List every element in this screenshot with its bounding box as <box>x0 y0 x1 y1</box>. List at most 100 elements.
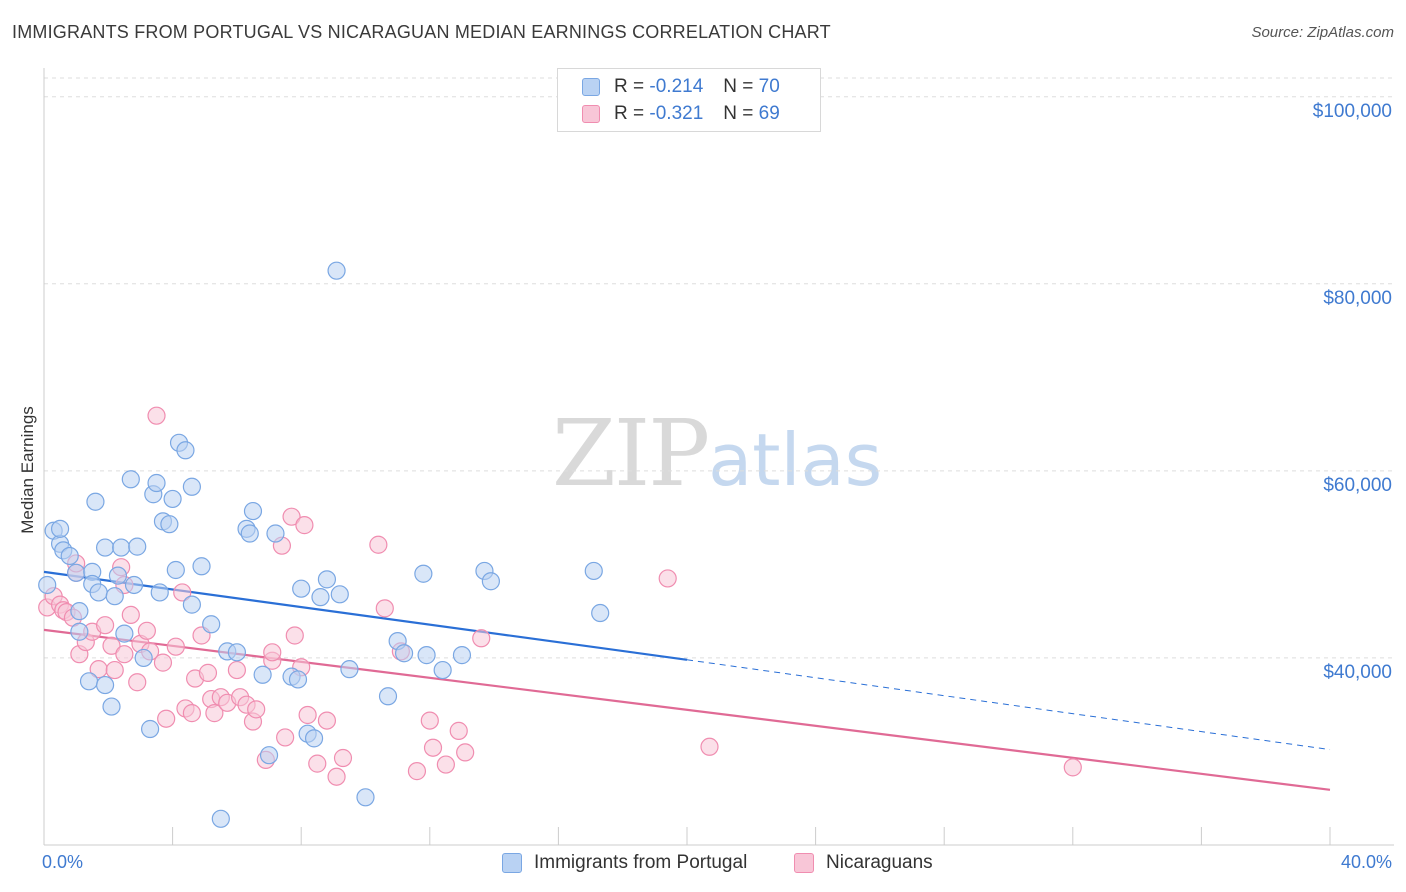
data-point-nicaraguans <box>198 663 218 682</box>
data-point-portugal <box>340 660 359 679</box>
data-point-nicaraguans <box>137 621 156 640</box>
legend-r-label: R = <box>614 76 645 97</box>
data-point-nicaraguans <box>153 653 173 672</box>
trend-line-nicaraguans <box>43 628 1331 791</box>
data-point-nicaraguans <box>282 507 301 526</box>
data-point-portugal <box>115 624 134 643</box>
data-point-nicaraguans <box>276 728 295 747</box>
data-point-nicaraguans <box>128 673 147 692</box>
data-point-nicaraguans <box>247 700 266 719</box>
data-point-nicaraguans <box>436 755 455 774</box>
legend-n-label: N = <box>723 103 754 124</box>
legend-swatch-pink <box>582 105 600 123</box>
data-point-nicaraguans <box>317 711 337 730</box>
data-point-portugal <box>67 563 86 582</box>
data-point-nicaraguans <box>1063 758 1082 777</box>
watermark: ZIPatlas <box>552 400 882 507</box>
data-point-portugal <box>147 473 166 493</box>
data-point-nicaraguans <box>472 629 491 648</box>
data-point-portugal <box>105 587 124 606</box>
data-point-nicaraguans <box>285 626 304 645</box>
axes <box>43 68 1394 846</box>
y-tick-label: $40,000 <box>1323 661 1392 683</box>
data-point-portugal <box>202 615 221 634</box>
data-point-portugal <box>163 489 182 509</box>
legend-swatch-pink <box>794 853 814 873</box>
data-point-portugal <box>50 519 70 538</box>
data-point-portugal <box>102 697 121 716</box>
data-point-portugal <box>140 719 160 739</box>
data-point-portugal <box>60 546 79 566</box>
legend-n-label: N = <box>723 76 754 97</box>
data-point-portugal <box>112 538 131 557</box>
y-tick-label: $100,000 <box>1312 100 1392 122</box>
series-legend: Immigrants from Portugal Nicaraguans <box>0 852 1406 876</box>
data-point-portugal <box>166 560 185 580</box>
data-point-portugal <box>317 570 337 589</box>
data-point-portugal <box>584 561 603 581</box>
legend-row-nicaraguans: R = -0.321 N = 69 <box>582 102 780 126</box>
data-point-nicaraguans <box>295 516 314 535</box>
watermark-zip: ZIP <box>552 400 710 507</box>
grid-lines <box>44 77 1394 659</box>
x-tick-max: 40.0% <box>1340 852 1392 872</box>
x-tick-min: 0.0% <box>42 852 84 872</box>
data-point-nicaraguans <box>658 569 677 588</box>
data-point-portugal <box>176 441 195 460</box>
data-point-nicaraguans <box>121 605 140 625</box>
data-point-portugal <box>70 622 89 641</box>
data-point-portugal <box>266 524 285 543</box>
data-point-nicaraguans <box>456 743 475 762</box>
legend-label-portugal: Immigrants from Portugal <box>534 852 748 873</box>
data-point-portugal <box>243 501 263 521</box>
data-point-nicaraguans <box>308 754 327 773</box>
data-point-nicaraguans <box>182 704 201 723</box>
data-point-portugal <box>150 583 169 602</box>
legend-item-portugal[interactable]: Immigrants from Portugal <box>502 852 747 874</box>
legend-swatch-blue <box>582 78 600 96</box>
data-point-portugal <box>481 572 500 591</box>
data-point-nicaraguans <box>420 711 439 730</box>
data-point-nicaraguans <box>369 535 388 554</box>
data-point-nicaraguans <box>263 643 282 662</box>
data-point-portugal <box>160 515 179 534</box>
data-point-nicaraguans <box>147 406 166 425</box>
y-tick-label: $80,000 <box>1323 287 1392 309</box>
legend-n-value: 69 <box>758 103 780 124</box>
data-point-portugal <box>108 566 128 585</box>
data-point-portugal <box>95 675 115 695</box>
data-point-nicaraguans <box>205 704 224 723</box>
chart-title: IMMIGRANTS FROM PORTUGAL VS NICARAGUAN M… <box>12 22 831 42</box>
data-point-nicaraguans <box>375 599 394 618</box>
data-point-portugal <box>128 537 147 556</box>
data-point-portugal <box>304 729 324 748</box>
legend-r-value: -0.321 <box>649 103 704 124</box>
data-point-nicaraguans <box>333 748 353 768</box>
data-point-nicaraguans <box>102 636 121 655</box>
data-point-portugal <box>330 585 349 604</box>
data-point-nicaraguans <box>115 645 134 664</box>
data-point-portugal <box>452 646 472 665</box>
data-point-nicaraguans <box>407 762 427 781</box>
data-point-portugal <box>253 665 272 684</box>
trend-lines <box>43 570 1331 791</box>
legend-item-nicaraguans[interactable]: Nicaraguans <box>794 852 933 874</box>
data-point-nicaraguans <box>700 737 719 756</box>
legend-r-value: -0.214 <box>649 76 704 97</box>
data-point-portugal <box>433 660 452 680</box>
data-point-portugal <box>182 595 201 614</box>
data-point-portugal <box>356 788 375 807</box>
legend-label-nicaraguans: Nicaraguans <box>826 852 933 873</box>
legend-row-portugal: R = -0.214 N = 70 <box>582 75 780 99</box>
data-point-portugal <box>86 492 105 511</box>
data-point-portugal <box>288 670 308 689</box>
data-point-portugal <box>394 644 414 663</box>
data-point-portugal <box>89 583 108 602</box>
data-point-nicaraguans <box>423 738 443 757</box>
series-portugal <box>38 261 610 828</box>
data-point-nicaraguans <box>173 583 192 602</box>
watermark-atlas: atlas <box>708 418 883 502</box>
data-point-portugal <box>591 603 610 623</box>
data-point-portugal <box>134 648 153 668</box>
